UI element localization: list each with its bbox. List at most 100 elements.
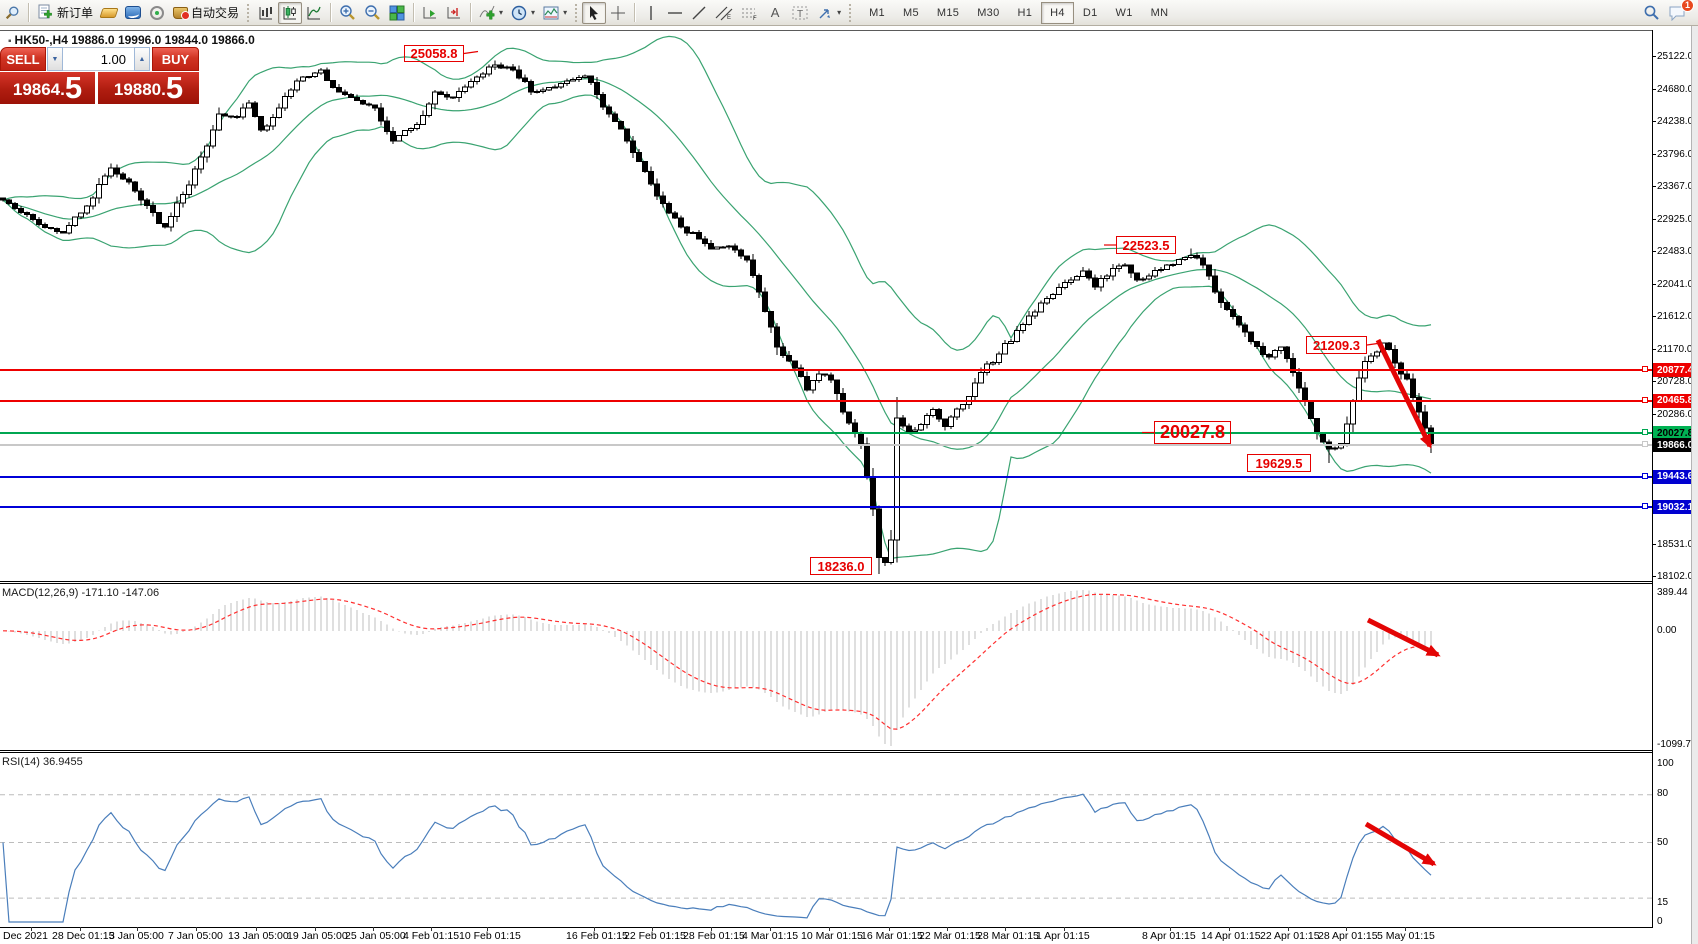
auto-trading-button[interactable]: 自动交易: [169, 2, 243, 24]
timeframe-M5[interactable]: M5: [902, 6, 919, 19]
chart-shift-button[interactable]: [442, 2, 466, 24]
axis-tick: [1652, 56, 1656, 57]
hline-anchor: [1642, 366, 1648, 373]
toolbar-handle[interactable]: [575, 3, 578, 22]
hline-20465.8[interactable]: [0, 396, 1652, 403]
crosshair-tool-button[interactable]: [606, 2, 630, 24]
horizontal-line-tool-button[interactable]: [663, 2, 687, 24]
history-button[interactable]: [97, 2, 121, 24]
chat-button[interactable]: 1: [1664, 0, 1694, 24]
price-callout-22523.5[interactable]: 22523.5: [1116, 236, 1176, 254]
timeframe-H4[interactable]: H4: [1041, 1, 1074, 24]
price-callout-20027.8[interactable]: 20027.8: [1154, 421, 1231, 444]
templates-button[interactable]: ▾: [539, 2, 571, 24]
trendline-icon: [692, 6, 706, 19]
time-tick: [1170, 927, 1171, 931]
auto-trading-label: 自动交易: [191, 6, 240, 20]
volume-decrease-button[interactable]: ▼: [47, 47, 63, 71]
symbol-ohlc-line: ▪ HK50-,H4 19886.0 19996.0 19844.0 19866.…: [8, 33, 255, 47]
price-callout-18236.0[interactable]: 18236.0: [810, 557, 872, 575]
arrow-objects-icon: [819, 8, 831, 18]
fibonacci-icon: F: [742, 8, 757, 21]
toolbar-handle[interactable]: [849, 3, 852, 22]
equidistant-channel-icon: E: [715, 6, 733, 21]
time-axis-label: 4 Mar 01:15: [742, 930, 799, 942]
sell-button[interactable]: SELL: [0, 47, 46, 71]
signals-button[interactable]: [145, 2, 169, 24]
chart-shift-icon: [447, 6, 461, 18]
axis-tick: [1652, 576, 1656, 577]
separator: [634, 3, 636, 22]
rsi-axis-label: 80: [1657, 788, 1669, 799]
price-axis-label: 24680.0: [1657, 83, 1694, 95]
new-order-button[interactable]: 新订单: [33, 2, 97, 24]
price-axis-label: 20728.0: [1657, 376, 1694, 388]
bar-chart-button[interactable]: [254, 2, 278, 24]
buy-price-display[interactable]: 19880. 5: [98, 72, 199, 104]
price-callout-25058.8[interactable]: 25058.8: [404, 45, 464, 62]
channel-tool-button[interactable]: E: [711, 2, 737, 24]
timeframe-M1[interactable]: M1: [869, 6, 885, 19]
timeframe-M30[interactable]: M30: [977, 6, 1000, 19]
sell-price-display[interactable]: 19864. 5: [0, 72, 95, 104]
axis-tick: [1652, 284, 1656, 286]
hline-19443.6[interactable]: [0, 472, 1652, 479]
time-axis-label: Dec 2021: [3, 930, 48, 942]
price-callout-21209.3[interactable]: 21209.3: [1306, 336, 1367, 354]
search-button[interactable]: [1639, 2, 1664, 24]
auto-scroll-icon: [423, 6, 437, 18]
hline-20877.4[interactable]: [0, 366, 1652, 373]
trendline-tool-button[interactable]: [687, 2, 711, 24]
volume-increase-button[interactable]: ▲: [134, 47, 150, 71]
axis-tick: [1652, 251, 1656, 253]
time-axis-label: 1 Apr 01:15: [1036, 930, 1090, 942]
new-chart-button[interactable]: [0, 4, 24, 22]
cursor-tool-button[interactable]: [582, 1, 607, 24]
chart-canvas[interactable]: [0, 0, 1652, 944]
chevron-down-icon: ▾: [563, 8, 568, 17]
community-button[interactable]: [121, 2, 145, 24]
text-tool-label: A: [770, 5, 780, 20]
zoom-out-button[interactable]: [360, 2, 385, 24]
rsi-axis-label: 15: [1657, 897, 1669, 908]
fibonacci-tool-button[interactable]: F: [737, 2, 763, 24]
timeframe-H1[interactable]: H1: [1017, 6, 1033, 19]
buy-button[interactable]: BUY: [152, 47, 199, 71]
text-label-icon: T: [792, 6, 808, 20]
hline-20027.8[interactable]: [0, 429, 1652, 436]
hline-19866.0[interactable]: [0, 441, 1652, 448]
macd-axis-label: 389.44: [1657, 587, 1688, 598]
sell-price-frac: 5: [64, 70, 83, 105]
buy-price-dot: .: [161, 80, 166, 99]
timeframe-M15[interactable]: M15: [936, 6, 960, 19]
price-callout-19629.5[interactable]: 19629.5: [1247, 454, 1311, 472]
toolbar: 新订单 自动交易: [0, 0, 1698, 26]
price-tag-19866.0: 19866.0: [1653, 438, 1698, 453]
zoom-in-button[interactable]: [335, 2, 360, 24]
arrows-tool-button[interactable]: ▾: [813, 2, 845, 24]
line-chart-button[interactable]: [302, 2, 326, 24]
clock-icon: [511, 5, 527, 20]
separator: [413, 3, 415, 22]
vertical-line-tool-button[interactable]: [639, 2, 663, 24]
rsi-axis-label: 100: [1657, 758, 1674, 769]
toolbar-handle[interactable]: [247, 3, 250, 22]
periods-button[interactable]: ▾: [507, 2, 539, 24]
time-tick: [1064, 927, 1065, 931]
timeframe-MN[interactable]: MN: [1150, 6, 1169, 19]
label-tool-button[interactable]: T: [787, 2, 813, 24]
indicators-button[interactable]: ▾: [475, 2, 507, 24]
timeframe-D1[interactable]: D1: [1082, 6, 1098, 19]
tile-windows-button[interactable]: [385, 2, 409, 24]
time-tick: [889, 927, 890, 931]
auto-scroll-button[interactable]: [418, 2, 442, 24]
candlestick-chart-button[interactable]: [278, 1, 303, 24]
volume-input[interactable]: 1.00: [63, 47, 134, 71]
search-icon: [1644, 5, 1659, 20]
price-tag-19443.6: 19443.6: [1653, 469, 1698, 484]
timeframe-W1[interactable]: W1: [1115, 6, 1133, 19]
time-axis-label: 19 Jan 05:00: [287, 930, 348, 942]
hline-19032.1[interactable]: [0, 503, 1652, 510]
time-tick: [1405, 927, 1406, 931]
text-tool-button[interactable]: A: [763, 2, 787, 24]
